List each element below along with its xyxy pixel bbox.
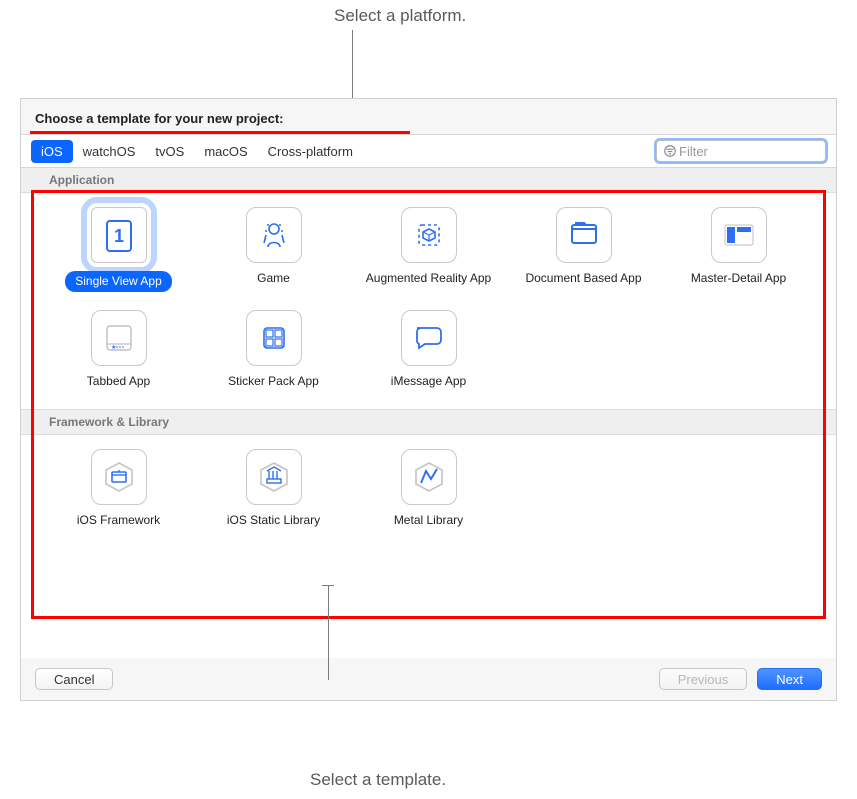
annotation-top: Select a platform. [334, 6, 466, 26]
master-detail-icon [711, 207, 767, 263]
filter-input[interactable] [677, 143, 819, 160]
template-label: Single View App [65, 271, 172, 292]
template-label: iOS Static Library [227, 513, 320, 528]
template-augmented-reality-app[interactable]: Augmented Reality App [351, 207, 506, 292]
annotation-bottom: Select a template. [310, 700, 446, 720]
template-ios-framework[interactable]: iOS Framework [41, 449, 196, 528]
annotation-bottom-label: Select a template. [310, 770, 446, 789]
platform-tab-cross-platform[interactable]: Cross-platform [258, 140, 363, 163]
template-body: Application Single View App Game Augmented … [21, 168, 836, 663]
filter-field[interactable] [656, 140, 826, 162]
template-single-view-app[interactable]: Single View App [41, 207, 196, 292]
template-document-based-app[interactable]: Document Based App [506, 207, 661, 292]
template-master-detail-app[interactable]: Master-Detail App [661, 207, 816, 292]
template-tabbed-app[interactable]: Tabbed App [41, 310, 196, 389]
new-project-dialog: Choose a template for your new project: … [20, 98, 837, 701]
template-label: Metal Library [394, 513, 463, 528]
template-label: Master-Detail App [691, 271, 786, 286]
template-label: Game [257, 271, 290, 286]
dialog-prompt: Choose a template for your new project: [21, 99, 836, 134]
platform-tab-macos[interactable]: macOS [194, 140, 257, 163]
filter-wrap [656, 135, 836, 167]
toolbar-row: iOSwatchOStvOSmacOSCross-platform [21, 134, 836, 168]
platform-tab-ios[interactable]: iOS [31, 140, 73, 163]
game-icon [246, 207, 302, 263]
metal-icon [401, 449, 457, 505]
template-label: iOS Framework [77, 513, 160, 528]
annotation-top-label: Select a platform. [334, 6, 466, 25]
cancel-button[interactable]: Cancel [35, 668, 113, 690]
platform-tab-tvos[interactable]: tvOS [145, 140, 194, 163]
imessage-icon [401, 310, 457, 366]
template-label: Sticker Pack App [228, 374, 319, 389]
framework-icon [91, 449, 147, 505]
template-label: Document Based App [525, 271, 641, 286]
previous-button: Previous [659, 668, 748, 690]
template-grid: iOS Framework iOS Static Library Metal Lib… [21, 435, 836, 548]
template-ios-static-library[interactable]: iOS Static Library [196, 449, 351, 528]
next-button[interactable]: Next [757, 668, 822, 690]
sticker-icon [246, 310, 302, 366]
template-label: Augmented Reality App [366, 271, 491, 286]
filter-icon [663, 144, 677, 158]
template-label: iMessage App [391, 374, 466, 389]
document-icon [556, 207, 612, 263]
section-header: Framework & Library [21, 409, 836, 435]
template-imessage-app[interactable]: iMessage App [351, 310, 506, 389]
template-label: Tabbed App [87, 374, 150, 389]
template-metal-library[interactable]: Metal Library [351, 449, 506, 528]
template-sticker-pack-app[interactable]: Sticker Pack App [196, 310, 351, 389]
section-header: Application [21, 168, 836, 193]
platform-tabs: iOSwatchOStvOSmacOSCross-platform [21, 135, 363, 167]
dialog-footer: Cancel Previous Next [21, 658, 836, 700]
template-game[interactable]: Game [196, 207, 351, 292]
template-grid: Single View App Game Augmented Reality App… [21, 193, 836, 409]
ar-icon [401, 207, 457, 263]
single-view-icon [91, 207, 147, 263]
platform-tab-watchos[interactable]: watchOS [73, 140, 146, 163]
static-lib-icon [246, 449, 302, 505]
tabbed-icon [91, 310, 147, 366]
